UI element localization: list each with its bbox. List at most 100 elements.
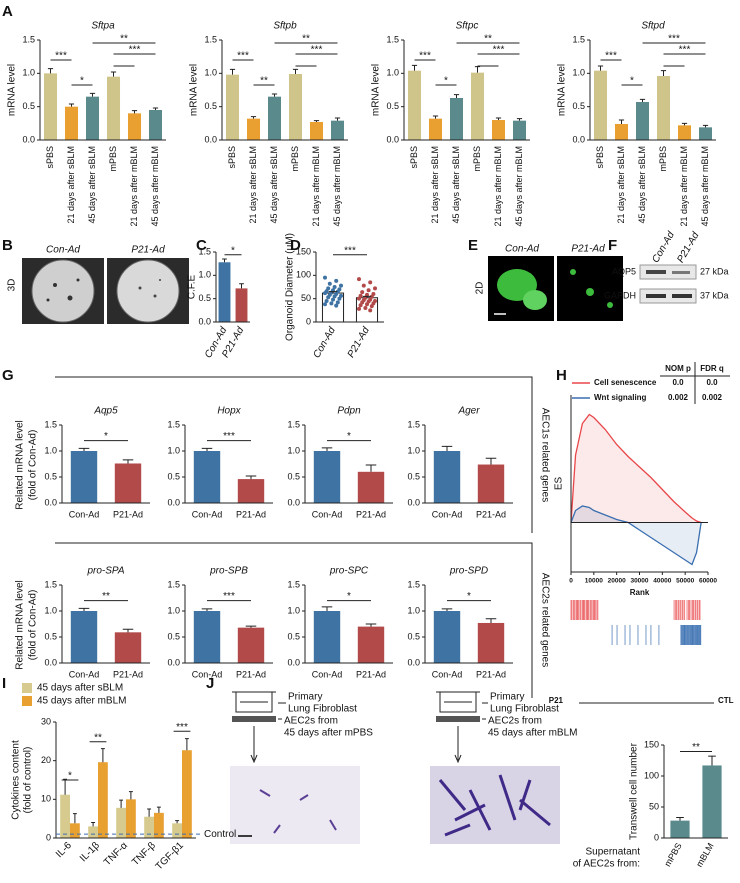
bar	[428, 118, 443, 140]
y-tick-label: 0.5	[204, 101, 217, 111]
bar	[477, 622, 505, 663]
error-bar	[156, 806, 161, 813]
arrow	[454, 726, 462, 764]
x-tick-label: Con-Ad	[432, 509, 463, 519]
y-tick-label: 1.5	[198, 246, 211, 256]
transwell	[232, 691, 488, 764]
data-point	[337, 296, 342, 301]
transwell-insert	[232, 691, 276, 713]
x-tick-label: 20000	[608, 578, 626, 585]
error-bar	[597, 65, 604, 71]
cells	[438, 774, 551, 837]
y-tick-label: 0.0	[22, 134, 35, 144]
y-tick-label: 1.0	[167, 445, 180, 455]
x-tick-label: 45 days after sBLM	[451, 146, 461, 224]
y-tick-label: 20	[41, 755, 51, 765]
y-tick-label: 1.0	[22, 68, 35, 78]
y-tick-label: 1.0	[407, 605, 420, 615]
schematic-label: Lung Fibroblast	[490, 704, 559, 715]
chart-title: Hopx	[217, 406, 241, 417]
error-bar	[245, 475, 257, 480]
data-point	[363, 306, 368, 310]
colony	[153, 294, 157, 298]
x-tick-label: Con-Ad	[69, 669, 100, 679]
y-axis-label-text: (fold of control)	[23, 747, 34, 814]
x-tick-label: 45 days after sBLM	[269, 146, 279, 224]
error-bar	[122, 628, 134, 633]
x-tick-label: 21 days after mBLM	[311, 146, 321, 227]
error-bar	[660, 70, 667, 76]
error-bar	[119, 799, 124, 808]
error-bar	[201, 447, 213, 451]
schematic-label: AEC2s from	[488, 716, 542, 727]
bar	[114, 632, 142, 663]
bar	[127, 113, 142, 140]
bar	[85, 96, 100, 140]
panel-letter: D	[290, 237, 301, 254]
bar	[218, 262, 231, 322]
error-bar	[453, 94, 460, 98]
x-tick-label: TNF-α	[102, 840, 130, 868]
y-tick-label: 30	[41, 716, 51, 726]
schematic-label: 45 days after mPBS	[284, 728, 373, 739]
data-point	[322, 275, 327, 280]
pointer	[482, 702, 488, 720]
y-tick-label: 50	[649, 801, 659, 811]
y-tick-label: 0.5	[198, 293, 211, 303]
chart-title: Pdpn	[337, 406, 361, 417]
panel-letter: J	[206, 675, 214, 692]
bar	[677, 125, 692, 140]
x-tick-label: 21 days after sBLM	[66, 146, 76, 224]
y-axis-label: mRNA level	[189, 64, 200, 116]
bar	[309, 122, 324, 140]
y-tick-label: 1.0	[167, 605, 180, 615]
error-bar	[63, 778, 68, 795]
y-tick-label: 0.0	[386, 134, 399, 144]
chart-title: pro-SPD	[449, 566, 488, 577]
y-tick-label: 1.5	[44, 579, 57, 589]
error-bar	[321, 447, 333, 451]
y-tick-label: 0	[46, 832, 51, 842]
y-tick-label: 1.5	[204, 34, 217, 44]
panel-letter: F	[608, 237, 617, 254]
bar	[635, 102, 650, 140]
group-label: AEC2s related genes	[539, 573, 550, 668]
table-header: FDR q	[700, 364, 724, 373]
y-tick-label: 0.0	[572, 134, 585, 144]
x-tick-label: Con-Ad	[192, 509, 223, 519]
x-tick-label: sPBS	[45, 146, 55, 169]
bar	[512, 120, 527, 140]
cells	[523, 290, 547, 310]
lane-label: P21-Ad	[675, 230, 701, 265]
bar	[88, 826, 98, 838]
x-tick-label: IL-1β	[78, 840, 102, 864]
error-bar	[245, 625, 257, 628]
y-tick-label: 150	[296, 246, 311, 256]
error-bar	[334, 117, 341, 121]
table-header: NOM p	[665, 364, 691, 373]
bar	[407, 70, 422, 140]
colony	[53, 283, 57, 287]
x-tick-label: Con-Ad	[69, 509, 100, 519]
bar	[126, 799, 136, 838]
error-bar	[201, 608, 213, 611]
y-tick-label: 1.5	[386, 34, 399, 44]
bar	[491, 120, 506, 140]
error-bar	[702, 124, 709, 128]
line	[570, 505, 702, 566]
end-label: P21	[549, 696, 564, 705]
bar	[593, 70, 608, 140]
bar	[70, 611, 98, 663]
y-tick-label: 1.0	[44, 445, 57, 455]
bar	[288, 74, 303, 140]
x-tick-label: P21-Ad	[113, 669, 143, 679]
chart-title: Sftpd	[641, 21, 665, 32]
x-tick-label: Con-Ad	[192, 669, 223, 679]
y-tick-label: 0.0	[167, 657, 180, 667]
y-axis-label: (fold of Con-Ad)	[28, 430, 39, 501]
x-tick-label: P21-Ad	[356, 669, 386, 679]
bar	[433, 451, 461, 503]
y-tick-label: 0.5	[167, 631, 180, 641]
x-tick-label: 21 days after sBLM	[248, 146, 258, 224]
error-bar	[365, 623, 377, 627]
